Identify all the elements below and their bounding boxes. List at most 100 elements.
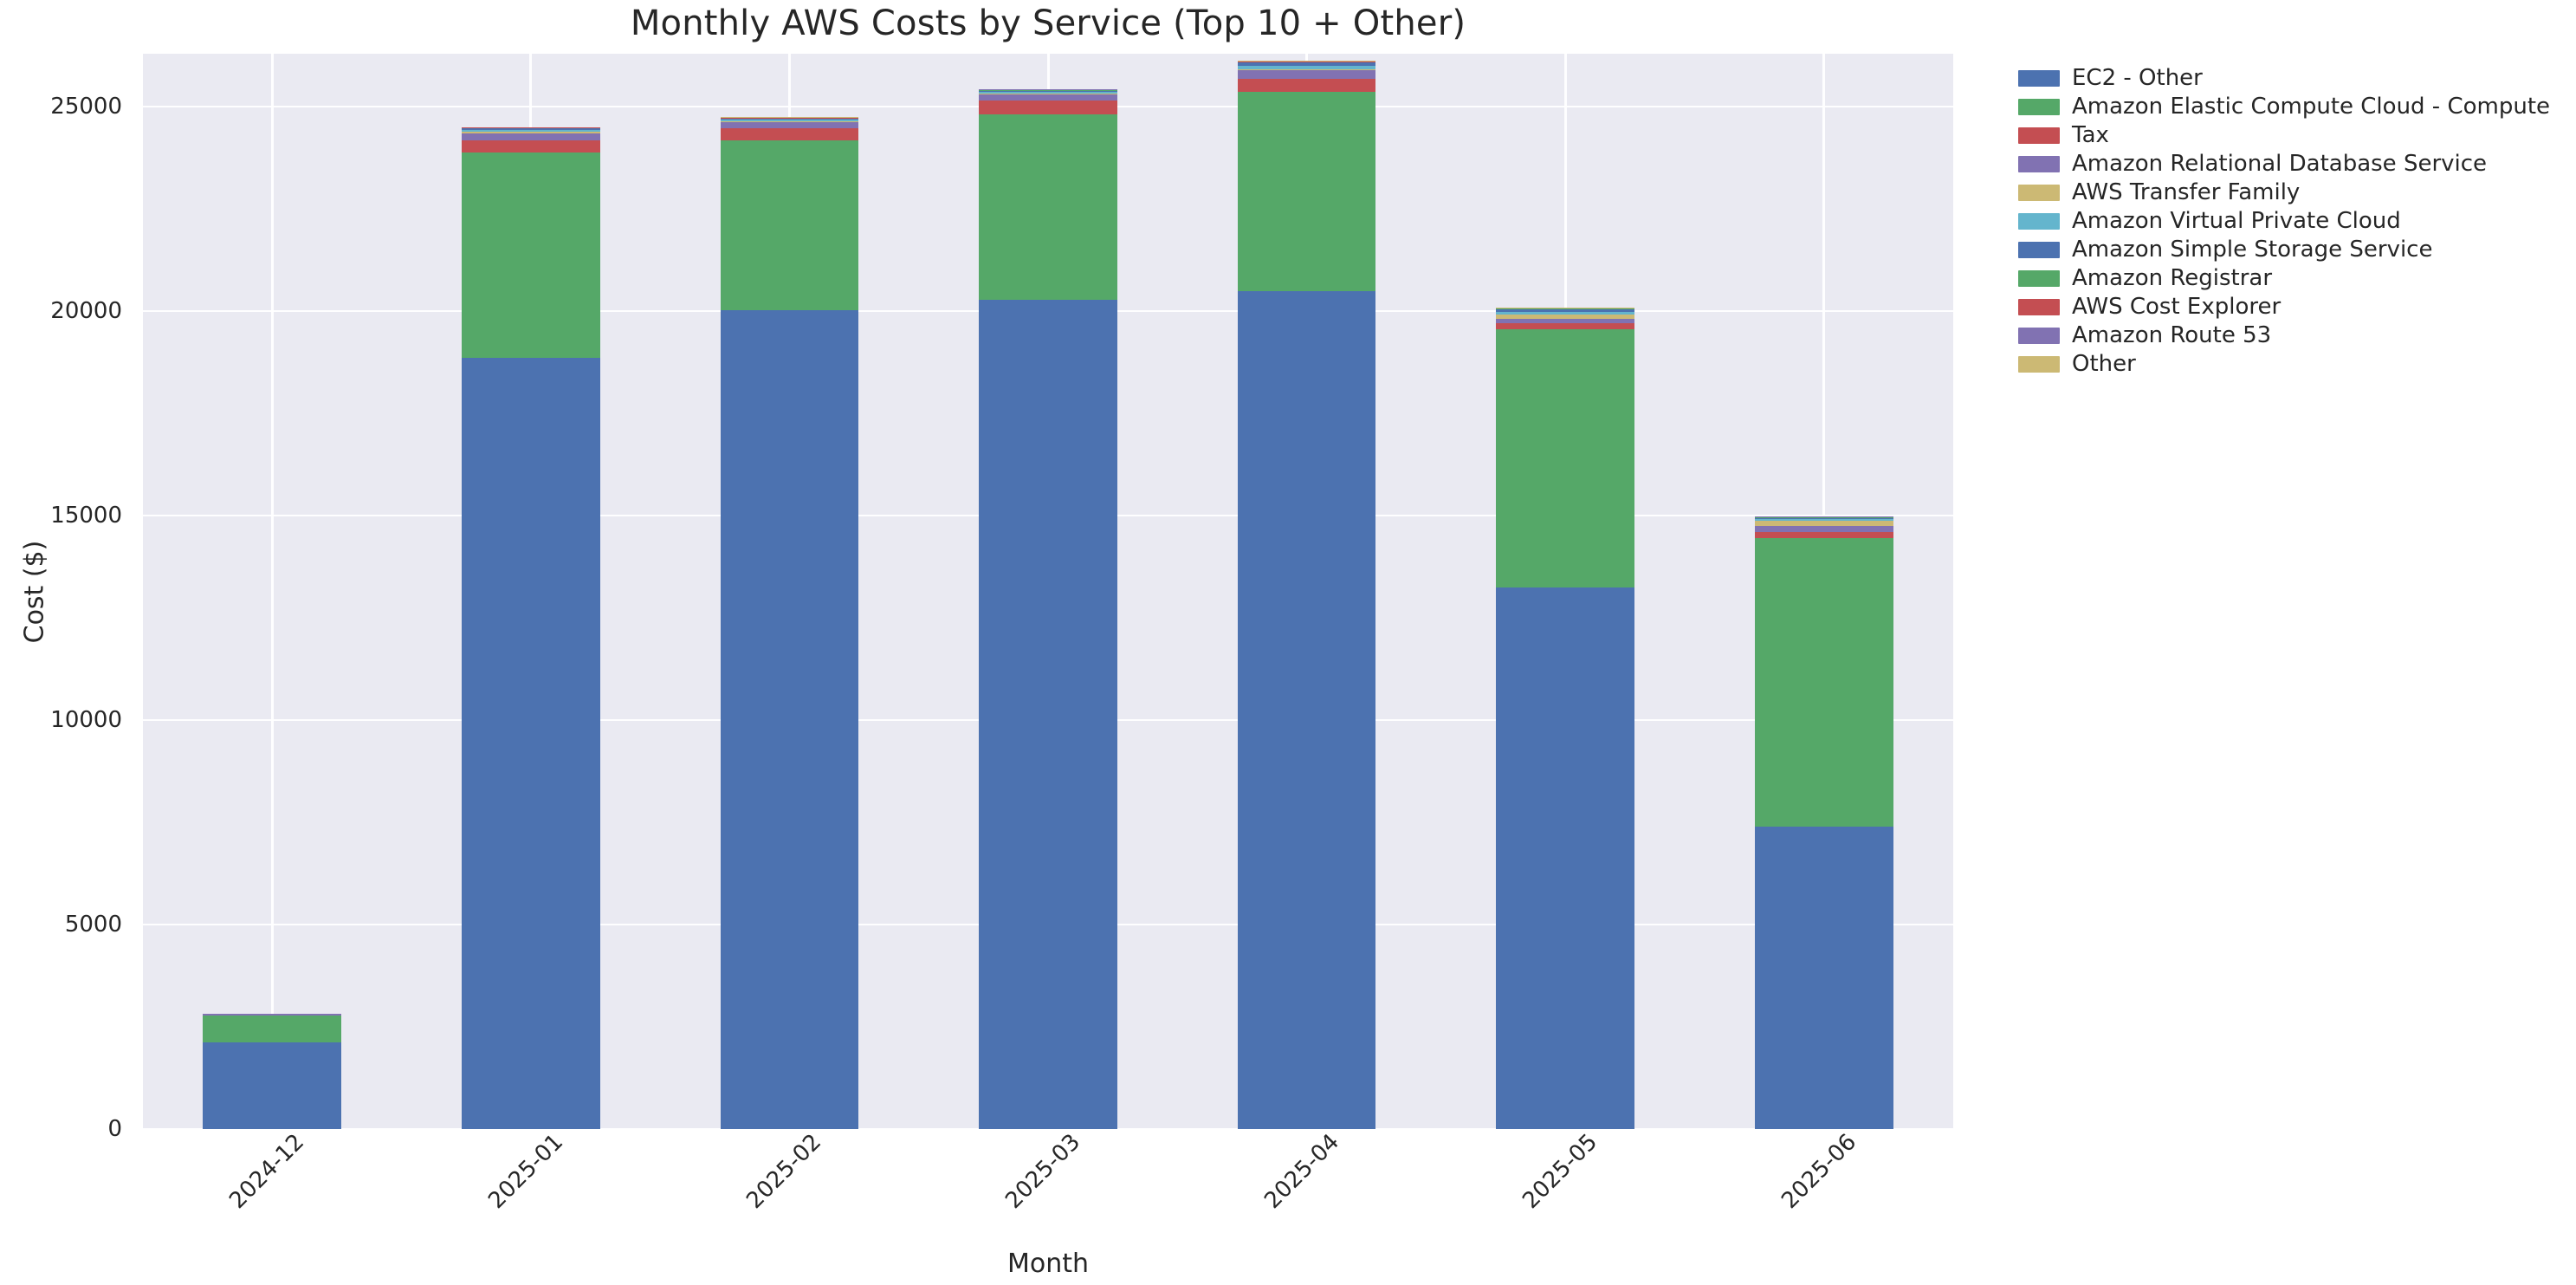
y-axis-tick-label: 25000	[50, 94, 122, 120]
legend-label: AWS Cost Explorer	[2072, 294, 2282, 320]
y-axis-tick-label: 10000	[50, 707, 122, 734]
bar-segment[interactable]	[1496, 314, 1634, 319]
legend-color-swatch	[2018, 98, 2060, 115]
legend-color-swatch	[2018, 355, 2060, 373]
bar-segment[interactable]	[203, 1013, 342, 1016]
x-axis-tick-label: 2025-04	[1259, 1129, 1344, 1215]
bar-segment[interactable]	[1754, 826, 1893, 1129]
bar-segment[interactable]	[1496, 328, 1634, 588]
y-axis: Cost ($) 0 5000 10000 15000 20000 25000	[0, 54, 143, 1142]
bar-segment[interactable]	[1496, 318, 1634, 324]
bar-segment[interactable]	[979, 299, 1117, 1129]
y-axis-tick-label: 0	[107, 1116, 122, 1142]
bar-segment[interactable]	[979, 101, 1117, 114]
bar-segment[interactable]	[720, 140, 859, 311]
legend-item[interactable]: Amazon Registrar	[2018, 265, 2550, 291]
bar-segment[interactable]	[1496, 323, 1634, 329]
bar-segment[interactable]	[461, 357, 600, 1129]
legend-label: Tax	[2072, 122, 2109, 148]
x-axis-tick-label: 2024-12	[224, 1129, 310, 1215]
bar-group[interactable]	[203, 1013, 342, 1129]
bar-segment[interactable]	[1237, 68, 1376, 70]
bar-segment[interactable]	[461, 129, 600, 133]
legend-label: Amazon Virtual Private Cloud	[2072, 208, 2401, 234]
bar-segment[interactable]	[979, 88, 1117, 90]
legend: EC2 - Other Amazon Elastic Compute Cloud …	[2018, 65, 2551, 375]
legend-item[interactable]: AWS Transfer Family	[2018, 181, 2550, 204]
legend-item[interactable]: Amazon Relational Database Service	[2018, 153, 2550, 175]
bar-segment[interactable]	[720, 119, 859, 120]
bar-group[interactable]	[461, 127, 600, 1129]
bar-segment[interactable]	[461, 133, 600, 141]
bar-segment[interactable]	[1754, 519, 1893, 521]
bar-segment[interactable]	[1754, 517, 1893, 520]
bar-segment[interactable]	[461, 128, 600, 130]
bar-segment[interactable]	[979, 90, 1117, 93]
legend-item[interactable]: Amazon Route 53	[2018, 324, 2550, 347]
bar-segment[interactable]	[1496, 308, 1634, 312]
bar-segment[interactable]	[461, 132, 600, 133]
bar-segment[interactable]	[461, 127, 600, 128]
bar-segment[interactable]	[720, 121, 859, 128]
bar-segment[interactable]	[1237, 61, 1376, 62]
x-axis: Month 2024-12 2025-01 2025-02 2025-03 2025-0…	[143, 1129, 1953, 1285]
legend-color-swatch	[2018, 269, 2060, 287]
y-axis-tick-label: 5000	[64, 912, 122, 938]
bar-segment[interactable]	[1237, 91, 1376, 291]
bar-series-container	[143, 54, 1953, 1129]
bar-group[interactable]	[1496, 308, 1634, 1129]
bar-segment[interactable]	[1237, 69, 1376, 79]
bar-segment[interactable]	[1754, 532, 1893, 539]
legend-item[interactable]: AWS Cost Explorer	[2018, 294, 2550, 320]
bar-segment[interactable]	[1237, 62, 1376, 66]
bar-segment[interactable]	[1237, 290, 1376, 1129]
bar-segment[interactable]	[203, 1042, 342, 1129]
legend-item[interactable]: Amazon Simple Storage Service	[2018, 237, 2550, 263]
bar-segment[interactable]	[1754, 538, 1893, 827]
x-axis-tick-label: 2025-02	[741, 1129, 827, 1215]
y-axis-tick-label: 20000	[50, 298, 122, 325]
legend-color-swatch	[2018, 241, 2060, 258]
bar-segment[interactable]	[1754, 516, 1893, 517]
gridline-vertical	[270, 54, 274, 1129]
bar-segment[interactable]	[979, 94, 1117, 101]
legend-item[interactable]: Other	[2018, 353, 2550, 375]
bar-segment[interactable]	[461, 140, 600, 153]
bar-segment[interactable]	[461, 153, 600, 358]
legend-label: Amazon Registrar	[2072, 265, 2273, 291]
bar-segment[interactable]	[720, 310, 859, 1129]
bar-group[interactable]	[1754, 516, 1893, 1129]
legend-label: Amazon Simple Storage Service	[2072, 237, 2433, 263]
bar-segment[interactable]	[1237, 78, 1376, 92]
legend-color-swatch	[2018, 327, 2060, 344]
legend-label: Amazon Elastic Compute Cloud - Compute	[2072, 94, 2551, 120]
y-axis-tick-label: 15000	[50, 503, 122, 529]
y-axis-label: Cost ($)	[19, 540, 50, 643]
bar-segment[interactable]	[720, 117, 859, 118]
bar-segment[interactable]	[1496, 587, 1634, 1129]
bar-segment[interactable]	[203, 1015, 342, 1042]
legend-color-swatch	[2018, 298, 2060, 315]
bar-segment[interactable]	[720, 127, 859, 140]
bar-segment[interactable]	[979, 92, 1117, 94]
legend-item[interactable]: Amazon Virtual Private Cloud	[2018, 208, 2550, 234]
bar-segment[interactable]	[979, 114, 1117, 300]
page-title: Monthly AWS Costs by Service (Top 10 + O…	[630, 3, 1466, 43]
bar-group[interactable]	[720, 117, 859, 1129]
x-axis-tick-label: 2025-01	[483, 1129, 569, 1215]
bar-segment[interactable]	[720, 120, 859, 122]
legend-item[interactable]: EC2 - Other	[2018, 65, 2550, 91]
bar-segment[interactable]	[1754, 525, 1893, 533]
gridline-horizontal	[143, 1128, 1953, 1130]
bar-segment[interactable]	[1496, 311, 1634, 315]
bar-segment[interactable]	[1754, 520, 1893, 526]
bar-group[interactable]	[979, 88, 1117, 1129]
bar-group[interactable]	[1237, 61, 1376, 1129]
plot-area	[143, 54, 1953, 1130]
legend-item[interactable]: Tax	[2018, 122, 2550, 148]
legend-label: EC2 - Other	[2072, 65, 2203, 91]
x-axis-label: Month	[1006, 1249, 1090, 1279]
bar-segment[interactable]	[1237, 65, 1376, 69]
legend-item[interactable]: Amazon Elastic Compute Cloud - Compute	[2018, 94, 2551, 120]
